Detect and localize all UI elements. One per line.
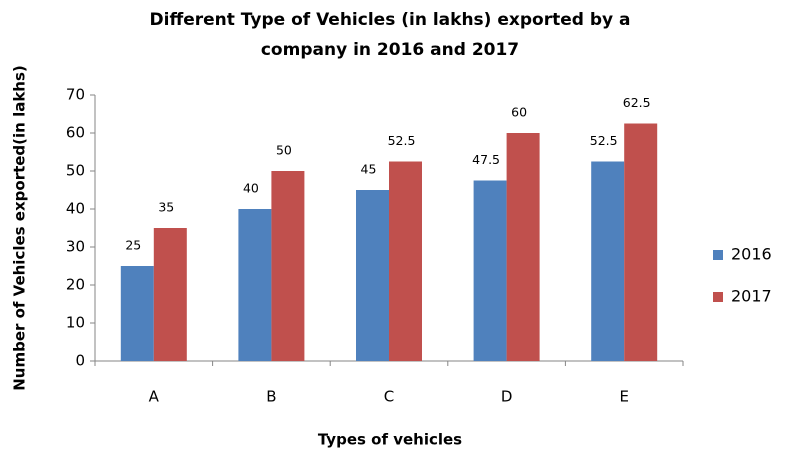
value-label: 52.5 — [590, 133, 618, 148]
y-axis-title: Number of Vehicles exported(in lakhs) — [11, 65, 29, 391]
value-label: 47.5 — [472, 152, 500, 167]
x-axis-title: Types of vehicles — [318, 431, 462, 449]
chart-title: Different Type of Vehicles (in lakhs) ex… — [150, 10, 631, 30]
bar — [591, 161, 625, 361]
value-label: 45 — [361, 162, 377, 177]
bar — [356, 190, 389, 361]
x-tick-label: A — [149, 388, 160, 406]
x-tick-label: D — [501, 388, 513, 406]
bar — [271, 171, 305, 361]
bar — [238, 209, 272, 361]
y-tick-label: 0 — [75, 352, 85, 370]
value-label: 52.5 — [388, 133, 416, 148]
value-label: 35 — [158, 200, 174, 215]
value-label: 40 — [243, 181, 259, 196]
y-tick-label: 50 — [66, 162, 85, 180]
y-tick-label: 10 — [66, 314, 85, 332]
y-tick-label: 40 — [66, 200, 85, 218]
bar — [153, 228, 187, 361]
bar — [506, 133, 540, 361]
legend-swatch — [713, 250, 723, 260]
y-tick-label: 30 — [66, 238, 85, 256]
legend-label: 2016 — [731, 245, 772, 264]
value-label: 50 — [276, 143, 292, 158]
bar — [624, 123, 658, 361]
bar — [389, 161, 422, 361]
chart-title: company in 2016 and 2017 — [261, 40, 519, 60]
bar — [120, 266, 154, 361]
y-tick-label: 70 — [66, 86, 85, 104]
legend-label: 2017 — [731, 287, 772, 306]
x-tick-label: B — [266, 388, 276, 406]
value-label: 60 — [511, 105, 527, 120]
value-label: 25 — [125, 238, 141, 253]
value-label: 62.5 — [623, 95, 651, 110]
bar — [473, 180, 507, 361]
legend-swatch — [713, 292, 723, 302]
x-tick-label: C — [384, 388, 394, 406]
y-tick-label: 60 — [66, 124, 85, 142]
x-tick-label: E — [619, 388, 628, 406]
y-tick-label: 20 — [66, 276, 85, 294]
